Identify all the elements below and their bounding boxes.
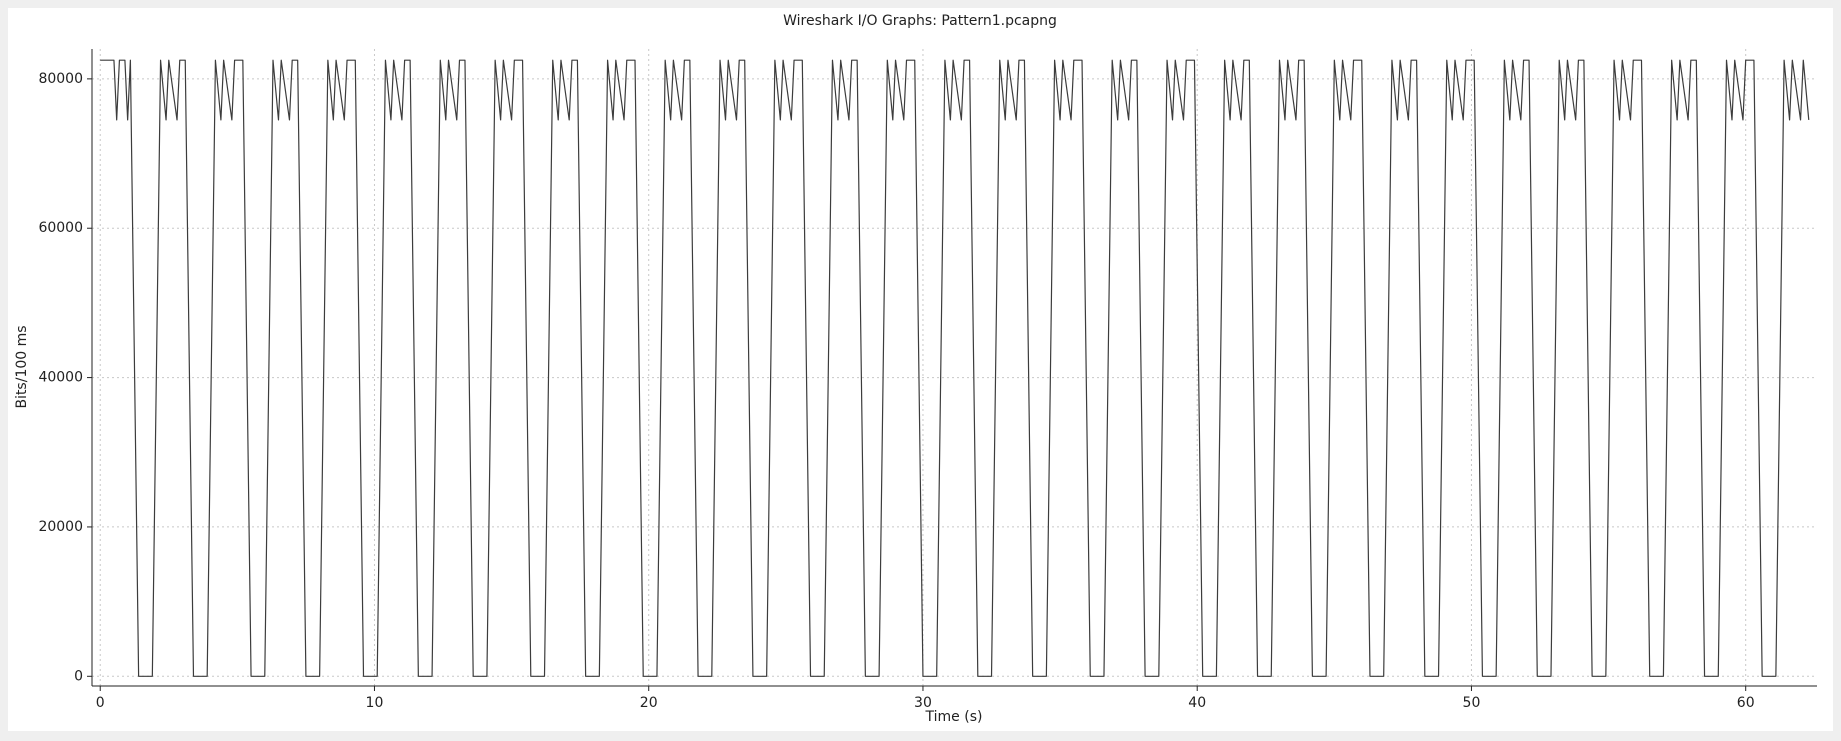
y-tick-label: 40000	[38, 370, 83, 386]
x-tick-label: 60	[1737, 695, 1755, 711]
y-tick-label: 0	[74, 668, 83, 684]
x-tick-label: 30	[914, 695, 932, 711]
x-tick-label: 20	[640, 695, 658, 711]
y-tick-label: 60000	[38, 220, 83, 236]
x-tick-label: 0	[96, 695, 105, 711]
x-tick-label: 50	[1463, 695, 1481, 711]
y-tick-label: 80000	[38, 71, 83, 87]
chart-title: Wireshark I/O Graphs: Pattern1.pcapng	[783, 13, 1057, 29]
x-tick-label: 40	[1188, 695, 1206, 711]
plot-background	[8, 8, 1833, 731]
y-axis-label: Bits/100 ms	[14, 325, 30, 408]
y-tick-label: 20000	[38, 519, 83, 535]
series-line	[100, 59, 1810, 677]
x-axis-label: Time (s)	[925, 709, 983, 725]
x-tick-label: 10	[366, 695, 384, 711]
